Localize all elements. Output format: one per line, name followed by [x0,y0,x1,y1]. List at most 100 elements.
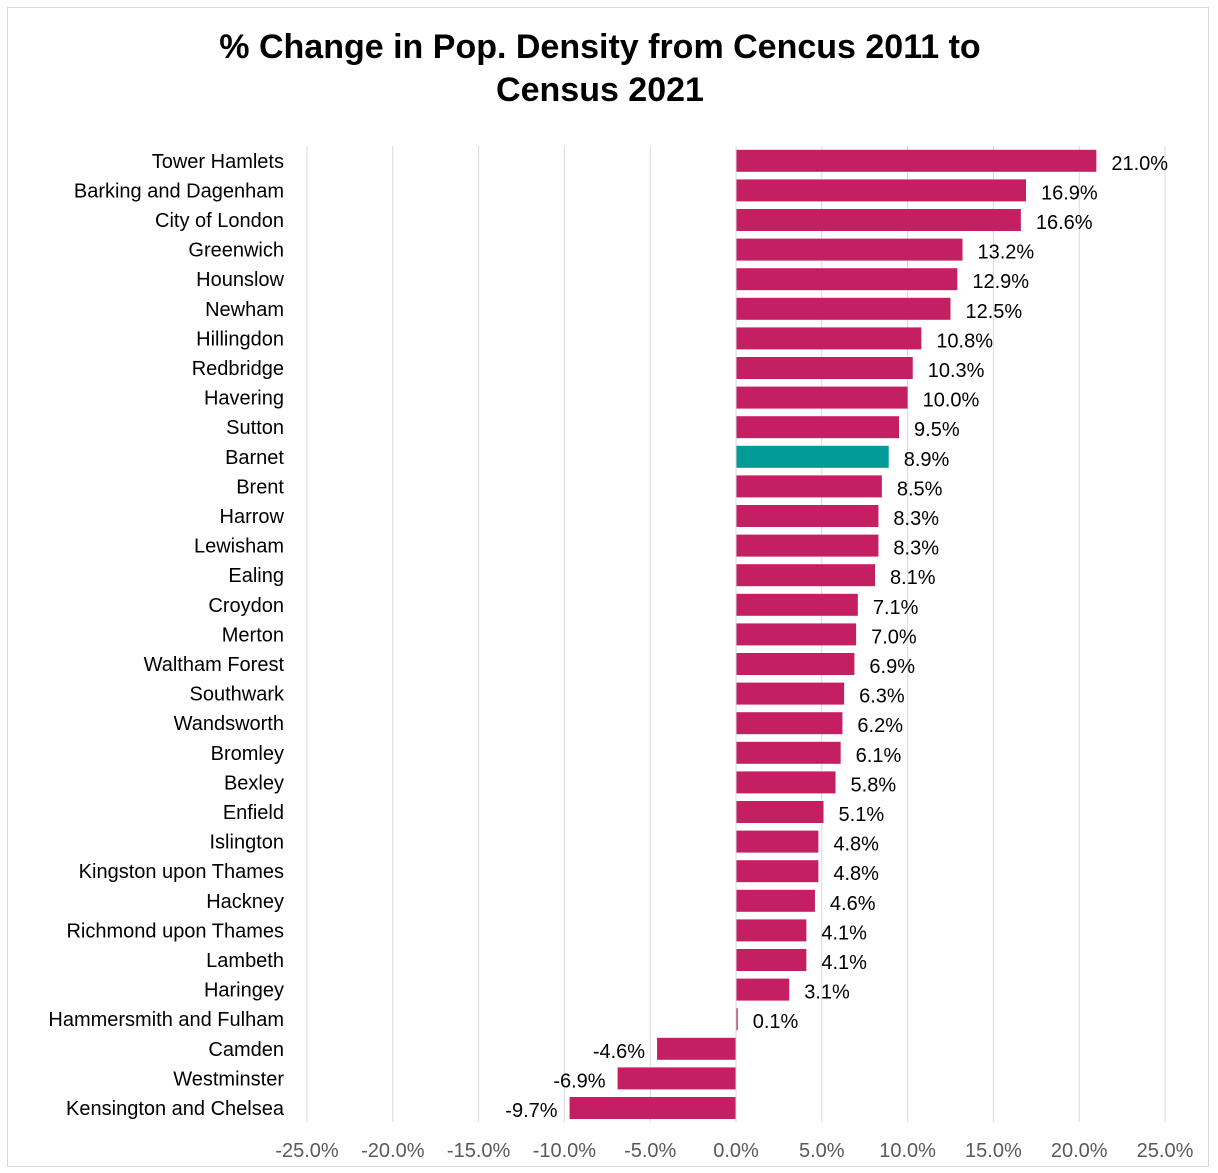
data-label: 4.8% [833,834,879,856]
category-label: Islington [210,832,285,854]
category-label: Lewisham [194,536,284,558]
category-label: Ealing [228,565,284,587]
x-tick-label: 0.0% [713,1140,759,1162]
data-label: 7.0% [871,626,917,648]
data-label: 16.9% [1041,182,1098,204]
bar [736,1008,738,1031]
bar [736,623,857,646]
data-label: 4.1% [821,922,867,944]
category-label: Merton [222,624,284,646]
data-label: 10.3% [928,360,985,382]
x-tick-label: -5.0% [624,1140,676,1162]
category-label: Hillingdon [196,328,284,350]
bar [736,475,882,498]
data-label: 10.0% [923,390,980,412]
data-label: 3.1% [804,982,850,1004]
x-tick-label: 15.0% [965,1140,1022,1162]
data-label: 7.1% [873,597,919,619]
category-label: Greenwich [188,240,284,262]
data-label: 4.6% [830,893,876,915]
data-labels: 21.0% 16.9% 16.6%13.2% 12.9% 12.5% 10.8% 10.3%… [505,153,1168,1122]
category-label: Haringey [204,980,284,1002]
x-tick-label: 25.0% [1137,1140,1194,1162]
category-label: Harrow [220,506,285,528]
bar [736,416,900,439]
category-label: Barking and Dagenham [74,180,284,202]
category-label: Havering [204,388,284,410]
bar [569,1097,736,1119]
bar [736,357,913,379]
bar [736,505,879,527]
bar [736,919,807,942]
x-tick-label: 20.0% [1051,1140,1108,1162]
data-label: 5.8% [851,774,897,796]
data-label: 8.3% [893,538,939,560]
data-label: 12.9% [972,271,1029,293]
category-label: Wandsworth [174,713,284,735]
bar [736,238,963,261]
bar [736,860,819,883]
data-label: 21.0% [1111,153,1168,175]
data-label: 6.3% [859,686,905,708]
bar [736,209,1021,231]
data-label: 8.3% [893,508,939,530]
bars [569,149,1097,1119]
x-tick-label: -25.0% [275,1140,339,1162]
bar [617,1067,736,1090]
category-label: Bromley [211,743,284,765]
category-label: Westminster [173,1068,284,1090]
bar [736,534,879,557]
category-label: Southwark [190,684,285,706]
x-tick-label: 10.0% [879,1140,936,1162]
x-axis-tick-labels: -25.0% -20.0% -15.0% -10.0% -5.0% 0.0% 5.0% 10.… [275,1140,1193,1162]
data-label: 9.5% [914,419,960,441]
data-label: 5.1% [839,804,885,826]
bar [736,830,819,853]
x-tick-label: -15.0% [447,1140,511,1162]
bar [736,179,1027,202]
bar [736,653,855,675]
data-label: 4.8% [833,863,879,885]
bar [736,149,1097,172]
category-label: Lambeth [206,950,284,972]
data-label: 0.1% [753,1011,799,1033]
category-label: Tower Hamlets [152,151,284,173]
category-label: Redbridge [192,358,284,380]
bar [736,889,815,912]
data-label: 6.1% [856,745,902,767]
data-label: 8.9% [904,449,950,471]
bar [736,268,958,291]
bar [736,978,790,1001]
category-label: Enfield [223,802,284,824]
category-label: Newham [205,299,284,321]
bar [736,682,845,705]
data-label: 12.5% [966,301,1023,323]
category-label: Hackney [206,891,284,913]
category-label: City of London [155,210,284,232]
data-label: 8.5% [897,478,943,500]
bar [736,297,951,320]
bar [736,771,836,794]
category-label: Richmond upon Thames [66,920,284,942]
x-tick-label: 5.0% [799,1140,845,1162]
data-label: 6.2% [857,715,903,737]
bar [736,564,875,587]
category-label: Kensington and Chelsea [66,1098,285,1120]
data-label: -6.9% [553,1070,605,1092]
category-label: Camden [208,1039,284,1061]
category-label: Hounslow [196,269,284,291]
data-label: 4.1% [821,952,867,974]
data-label: -4.6% [593,1041,645,1063]
bar [736,712,843,735]
x-tick-label: -10.0% [533,1140,597,1162]
category-label: Kingston upon Thames [79,861,284,883]
data-label: 10.8% [936,330,993,352]
data-label: 16.6% [1036,212,1093,234]
category-label: Hammersmith and Fulham [48,1009,284,1031]
bar [736,327,922,350]
data-label: -9.7% [505,1100,557,1122]
category-label: Waltham Forest [144,654,285,676]
category-label: Brent [236,476,284,498]
bar [736,801,824,823]
